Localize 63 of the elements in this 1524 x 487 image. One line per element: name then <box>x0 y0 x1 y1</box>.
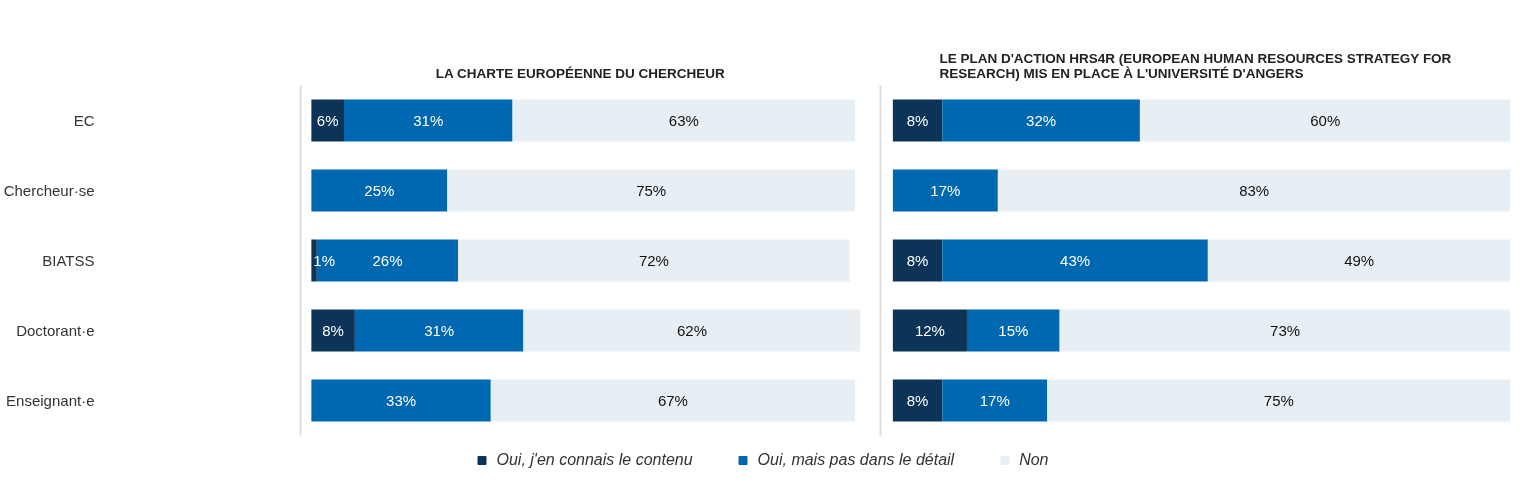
y-tick-label: Enseignant·e <box>6 392 95 409</box>
data-label: 8% <box>906 252 929 269</box>
bar <box>942 239 1208 282</box>
bar <box>892 379 943 422</box>
bar <box>892 169 998 212</box>
bar <box>1207 239 1511 282</box>
bar <box>997 169 1511 212</box>
legend-label: Oui, mais pas dans le détail <box>757 451 955 469</box>
bar <box>523 309 861 352</box>
bar <box>344 99 513 142</box>
data-label: 83% <box>1239 182 1270 199</box>
bar <box>490 379 856 422</box>
data-label: 25% <box>364 182 395 199</box>
data-label: 1% <box>313 252 336 269</box>
data-label: 31% <box>424 322 455 339</box>
bar <box>447 169 856 212</box>
bar <box>942 99 1140 142</box>
data-label: 15% <box>998 322 1029 339</box>
bar <box>892 99 943 142</box>
data-label: 60% <box>1310 112 1341 129</box>
y-tick-label: BIATSS <box>42 252 95 269</box>
legend-label: Non <box>1019 451 1049 469</box>
bar <box>458 239 850 282</box>
bar <box>966 309 1060 352</box>
data-label: 26% <box>372 252 403 269</box>
data-label: 32% <box>1026 112 1057 129</box>
data-label: 8% <box>906 112 929 129</box>
bar <box>1059 309 1511 352</box>
bar <box>512 99 856 142</box>
data-label: 49% <box>1344 252 1375 269</box>
bar <box>311 99 344 142</box>
chart-title: LA CHARTE EUROPÉENNE DU CHERCHEUR <box>435 65 726 81</box>
bar <box>354 309 524 352</box>
data-label: 62% <box>676 322 707 339</box>
bar <box>311 169 448 212</box>
data-label: 17% <box>979 392 1010 409</box>
data-label: 63% <box>668 112 699 129</box>
data-label: 17% <box>930 182 961 199</box>
data-label: 8% <box>322 322 344 339</box>
data-label: 75% <box>636 182 667 199</box>
y-tick-label: Chercheur·se <box>3 182 95 199</box>
bar <box>1047 379 1511 422</box>
data-label: 75% <box>1263 392 1294 409</box>
data-label: 67% <box>657 392 688 409</box>
bar <box>942 379 1048 422</box>
data-label: 6% <box>316 112 339 129</box>
data-label: 12% <box>914 322 945 339</box>
bar <box>311 309 355 352</box>
bar <box>1139 99 1511 142</box>
data-label: 31% <box>413 112 444 129</box>
bar <box>892 309 967 352</box>
data-label: 33% <box>386 392 417 409</box>
chart-title: LE PLAN D'ACTION HRS4R (EUROPEAN HUMAN RESOURCES STRATEGY FOR RESEARCH) MIS EN PLACE À L'UNIVERSITÉ D'ANGERS <box>939 50 1452 81</box>
bar <box>316 239 459 282</box>
y-tick-label: EC <box>73 112 95 129</box>
data-label: 72% <box>638 252 669 269</box>
y-tick-label: Doctorant·e <box>16 322 95 339</box>
bar <box>892 239 943 282</box>
legend-label: Oui, j'en connais le contenu <box>496 451 693 469</box>
data-label: 43% <box>1060 252 1091 269</box>
data-label: 8% <box>906 392 929 409</box>
data-label: 73% <box>1270 322 1301 339</box>
bar <box>311 379 491 422</box>
